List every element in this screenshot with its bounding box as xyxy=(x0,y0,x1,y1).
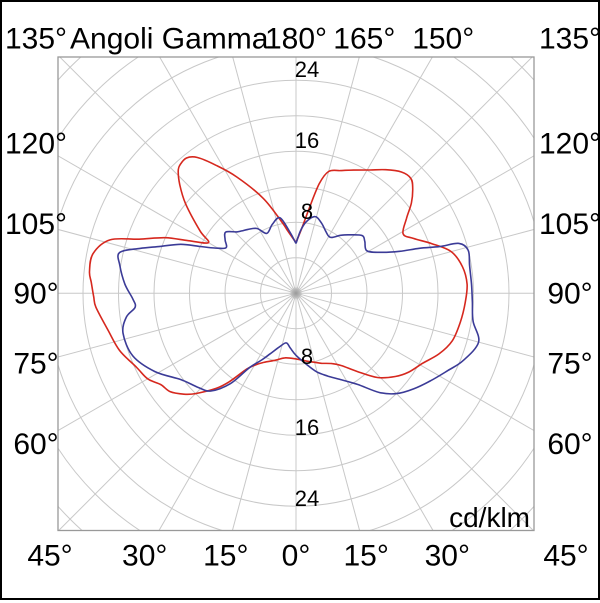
gamma-label-right: 120° xyxy=(539,128,598,161)
radial-tick-label: 8 xyxy=(301,344,313,369)
gamma-label-top: 135° xyxy=(5,23,67,56)
grid-spoke xyxy=(58,228,297,294)
curve-blue xyxy=(117,215,480,395)
grid-spoke xyxy=(58,292,297,531)
grid-spoke xyxy=(295,155,534,294)
gamma-label-top: 135° xyxy=(539,23,598,56)
gamma-label-right: 60° xyxy=(547,428,592,461)
gamma-label-right: 75° xyxy=(547,347,592,380)
unit-label: cd/klm xyxy=(449,502,530,533)
grid-spoke xyxy=(295,57,533,294)
gamma-label-bottom: 45° xyxy=(543,540,588,573)
polar-center-blob xyxy=(289,286,303,300)
grid-spoke xyxy=(295,228,534,294)
gamma-label-left: 60° xyxy=(13,428,58,461)
grid-spoke xyxy=(231,293,297,531)
grid-spoke xyxy=(59,57,297,294)
grid-spoke xyxy=(295,292,534,531)
grid-spoke xyxy=(159,57,297,294)
gamma-label-left: 120° xyxy=(5,128,67,161)
grid-spoke xyxy=(158,292,297,531)
gamma-label-top: 165° xyxy=(333,23,395,56)
radial-tick-label: 24 xyxy=(295,486,319,511)
axis-labels: 135° 180° 165° 150° 135° 45° 30° 15° 0° 15° 30° 45°… xyxy=(5,23,600,573)
radial-tick-label: 8 xyxy=(301,199,313,224)
gamma-label-bottom: 30° xyxy=(122,540,167,573)
grid-spoke xyxy=(58,292,297,432)
grid-spoke xyxy=(295,292,534,432)
gamma-label-bottom: 15° xyxy=(344,540,389,573)
gamma-label-bottom: 30° xyxy=(425,540,470,573)
plot-border xyxy=(57,56,535,532)
grid-spoke xyxy=(232,57,297,294)
gamma-label-right: 105° xyxy=(539,208,598,241)
radial-tick-label: 24 xyxy=(295,57,319,82)
gamma-label-top: 180° xyxy=(265,23,327,56)
grid-spoke xyxy=(295,57,433,294)
chart-title: Angoli Gamma xyxy=(70,23,269,56)
intensity-curves xyxy=(88,156,480,396)
gamma-label-bottom: 15° xyxy=(203,540,248,573)
gamma-label-bottom: 45° xyxy=(27,540,72,573)
gamma-label-bottom: 0° xyxy=(282,540,311,573)
radial-tick-label: 16 xyxy=(295,415,319,440)
gamma-label-left: 90° xyxy=(13,278,58,311)
gamma-label-left: 75° xyxy=(13,347,58,380)
grid-spoke xyxy=(295,292,434,531)
grid-spoke xyxy=(295,292,534,358)
radial-tick-label: 16 xyxy=(295,128,319,153)
gamma-label-top: 150° xyxy=(412,23,474,56)
grid-spoke xyxy=(58,292,297,358)
grid-spoke xyxy=(295,57,360,294)
grid-spoke xyxy=(58,155,297,294)
gamma-label-right: 90° xyxy=(547,278,592,311)
curve-red xyxy=(88,156,468,396)
gamma-label-left: 105° xyxy=(5,208,67,241)
